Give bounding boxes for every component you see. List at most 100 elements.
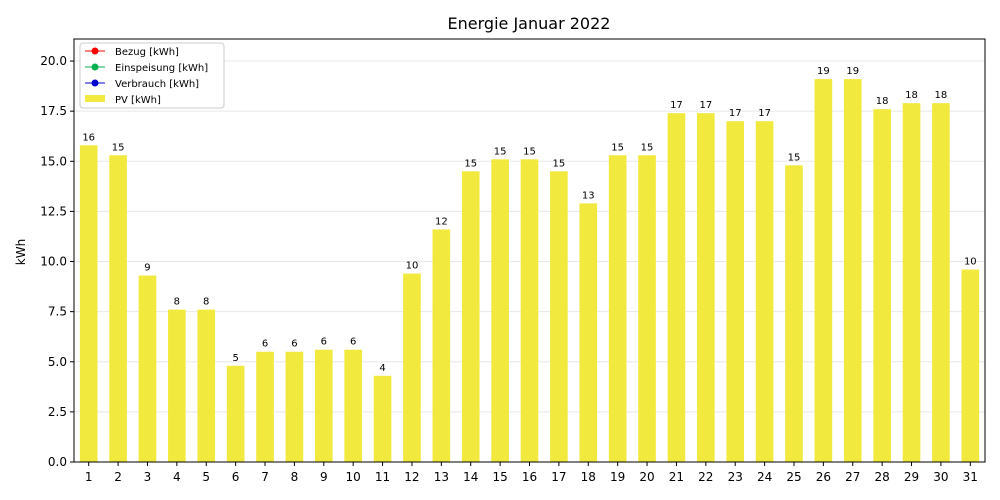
bar — [314, 349, 333, 462]
bar-value-label: 16 — [82, 132, 95, 143]
legend-marker — [91, 47, 99, 55]
bar-value-label: 5 — [232, 353, 238, 364]
x-tick-label: 24 — [757, 470, 772, 484]
bar-value-label: 8 — [203, 297, 209, 308]
bar — [550, 171, 568, 462]
legend-label: PV [kWh] — [115, 95, 161, 106]
bar-value-label: 15 — [523, 146, 536, 157]
bar-value-label: 19 — [817, 66, 830, 77]
bar-value-label: 18 — [935, 90, 948, 101]
bar — [138, 275, 157, 462]
legend-marker — [91, 63, 99, 71]
x-tick-label: 27 — [845, 470, 860, 484]
bar-value-label: 4 — [379, 363, 385, 374]
x-tick-label: 3 — [144, 470, 152, 484]
bar-value-label: 15 — [788, 152, 801, 163]
bar-value-label: 10 — [964, 257, 977, 268]
x-tick-label: 28 — [875, 470, 890, 484]
bar — [79, 145, 98, 462]
bar — [608, 155, 627, 462]
bar-value-label: 6 — [321, 337, 327, 348]
y-tick-label: 17.5 — [40, 104, 67, 118]
y-tick-label: 15.0 — [40, 154, 67, 168]
x-tick-label: 10 — [346, 470, 361, 484]
bar-value-label: 19 — [846, 66, 859, 77]
bar-value-label: 6 — [350, 337, 356, 348]
bar — [461, 171, 480, 462]
y-tick-label: 5.0 — [48, 355, 67, 369]
bar — [579, 203, 598, 463]
legend-label: Bezug [kWh] — [115, 47, 179, 58]
x-tick-label: 9 — [320, 470, 328, 484]
x-tick-label: 21 — [669, 470, 684, 484]
x-tick-label: 14 — [463, 470, 478, 484]
bar — [843, 79, 862, 462]
legend-marker — [91, 79, 99, 87]
y-tick-label: 12.5 — [40, 204, 67, 218]
bar — [226, 365, 245, 462]
bar-value-label: 6 — [262, 339, 268, 350]
bar — [197, 309, 216, 462]
y-tick-label: 2.5 — [48, 405, 67, 419]
x-tick-label: 30 — [933, 470, 948, 484]
bar-value-label: 13 — [582, 190, 595, 201]
bar-value-label: 9 — [144, 263, 150, 274]
bar-value-label: 10 — [406, 261, 419, 272]
x-tick-label: 5 — [202, 470, 210, 484]
x-tick-label: 18 — [581, 470, 596, 484]
bar — [638, 155, 656, 462]
bar — [109, 155, 127, 462]
bar — [285, 351, 304, 462]
x-tick-label: 23 — [728, 470, 743, 484]
x-tick-label: 19 — [610, 470, 625, 484]
bar — [814, 79, 833, 462]
x-tick-label: 15 — [492, 470, 507, 484]
x-tick-label: 22 — [698, 470, 713, 484]
x-tick-label: 25 — [786, 470, 801, 484]
bar-value-label: 15 — [112, 142, 125, 153]
bar — [697, 113, 715, 462]
bar-value-label: 17 — [670, 100, 683, 111]
x-tick-label: 8 — [291, 470, 299, 484]
bar — [785, 165, 803, 462]
y-tick-label: 7.5 — [48, 305, 67, 319]
x-tick-label: 31 — [963, 470, 978, 484]
x-tick-label: 6 — [232, 470, 240, 484]
bar — [667, 113, 686, 462]
bar-value-label: 18 — [905, 90, 918, 101]
plot-frame — [73, 38, 986, 463]
x-tick-label: 20 — [639, 470, 654, 484]
bar-value-label: 15 — [611, 142, 624, 153]
bar-layer: 16 15 9 8 8 5 6 6 6 6 4 10 12 15 15 15 15 13 15 15 17 17 17 17 1… — [79, 66, 980, 463]
bar-value-label: 15 — [553, 158, 566, 169]
bar — [256, 351, 274, 462]
bar-value-label: 17 — [699, 100, 712, 111]
bar — [873, 109, 891, 462]
bar — [902, 103, 921, 462]
x-tick-label: 4 — [173, 470, 181, 484]
bar — [344, 349, 362, 462]
legend-swatch-pv — [85, 95, 105, 102]
bar-value-label: 17 — [758, 108, 771, 119]
bar-value-label: 6 — [291, 339, 297, 350]
x-tick-label: 11 — [375, 470, 390, 484]
bar-value-label: 15 — [641, 142, 654, 153]
legend-label: Einspeisung [kWh] — [115, 63, 208, 74]
chart-title: Energie Januar 2022 — [448, 14, 611, 33]
legend-box — [79, 42, 225, 109]
bar-value-label: 18 — [876, 96, 889, 107]
bar-value-label: 17 — [729, 108, 742, 119]
x-tick-label: 17 — [551, 470, 566, 484]
legend-label: Verbrauch [kWh] — [115, 79, 199, 90]
x-tick-label: 2 — [114, 470, 122, 484]
y-tick-label: 20.0 — [40, 54, 67, 68]
x-tick-label: 26 — [816, 470, 831, 484]
y-tick-label: 10.0 — [40, 255, 67, 269]
axis-layer: 0.02.55.07.510.012.515.017.520.01 2 3 4 5 6 7 8… — [40, 38, 986, 484]
y-tick-label: 0.0 — [48, 455, 67, 469]
bar — [403, 273, 421, 462]
x-tick-label: 16 — [522, 470, 537, 484]
bar — [432, 229, 451, 462]
bar — [726, 121, 745, 463]
